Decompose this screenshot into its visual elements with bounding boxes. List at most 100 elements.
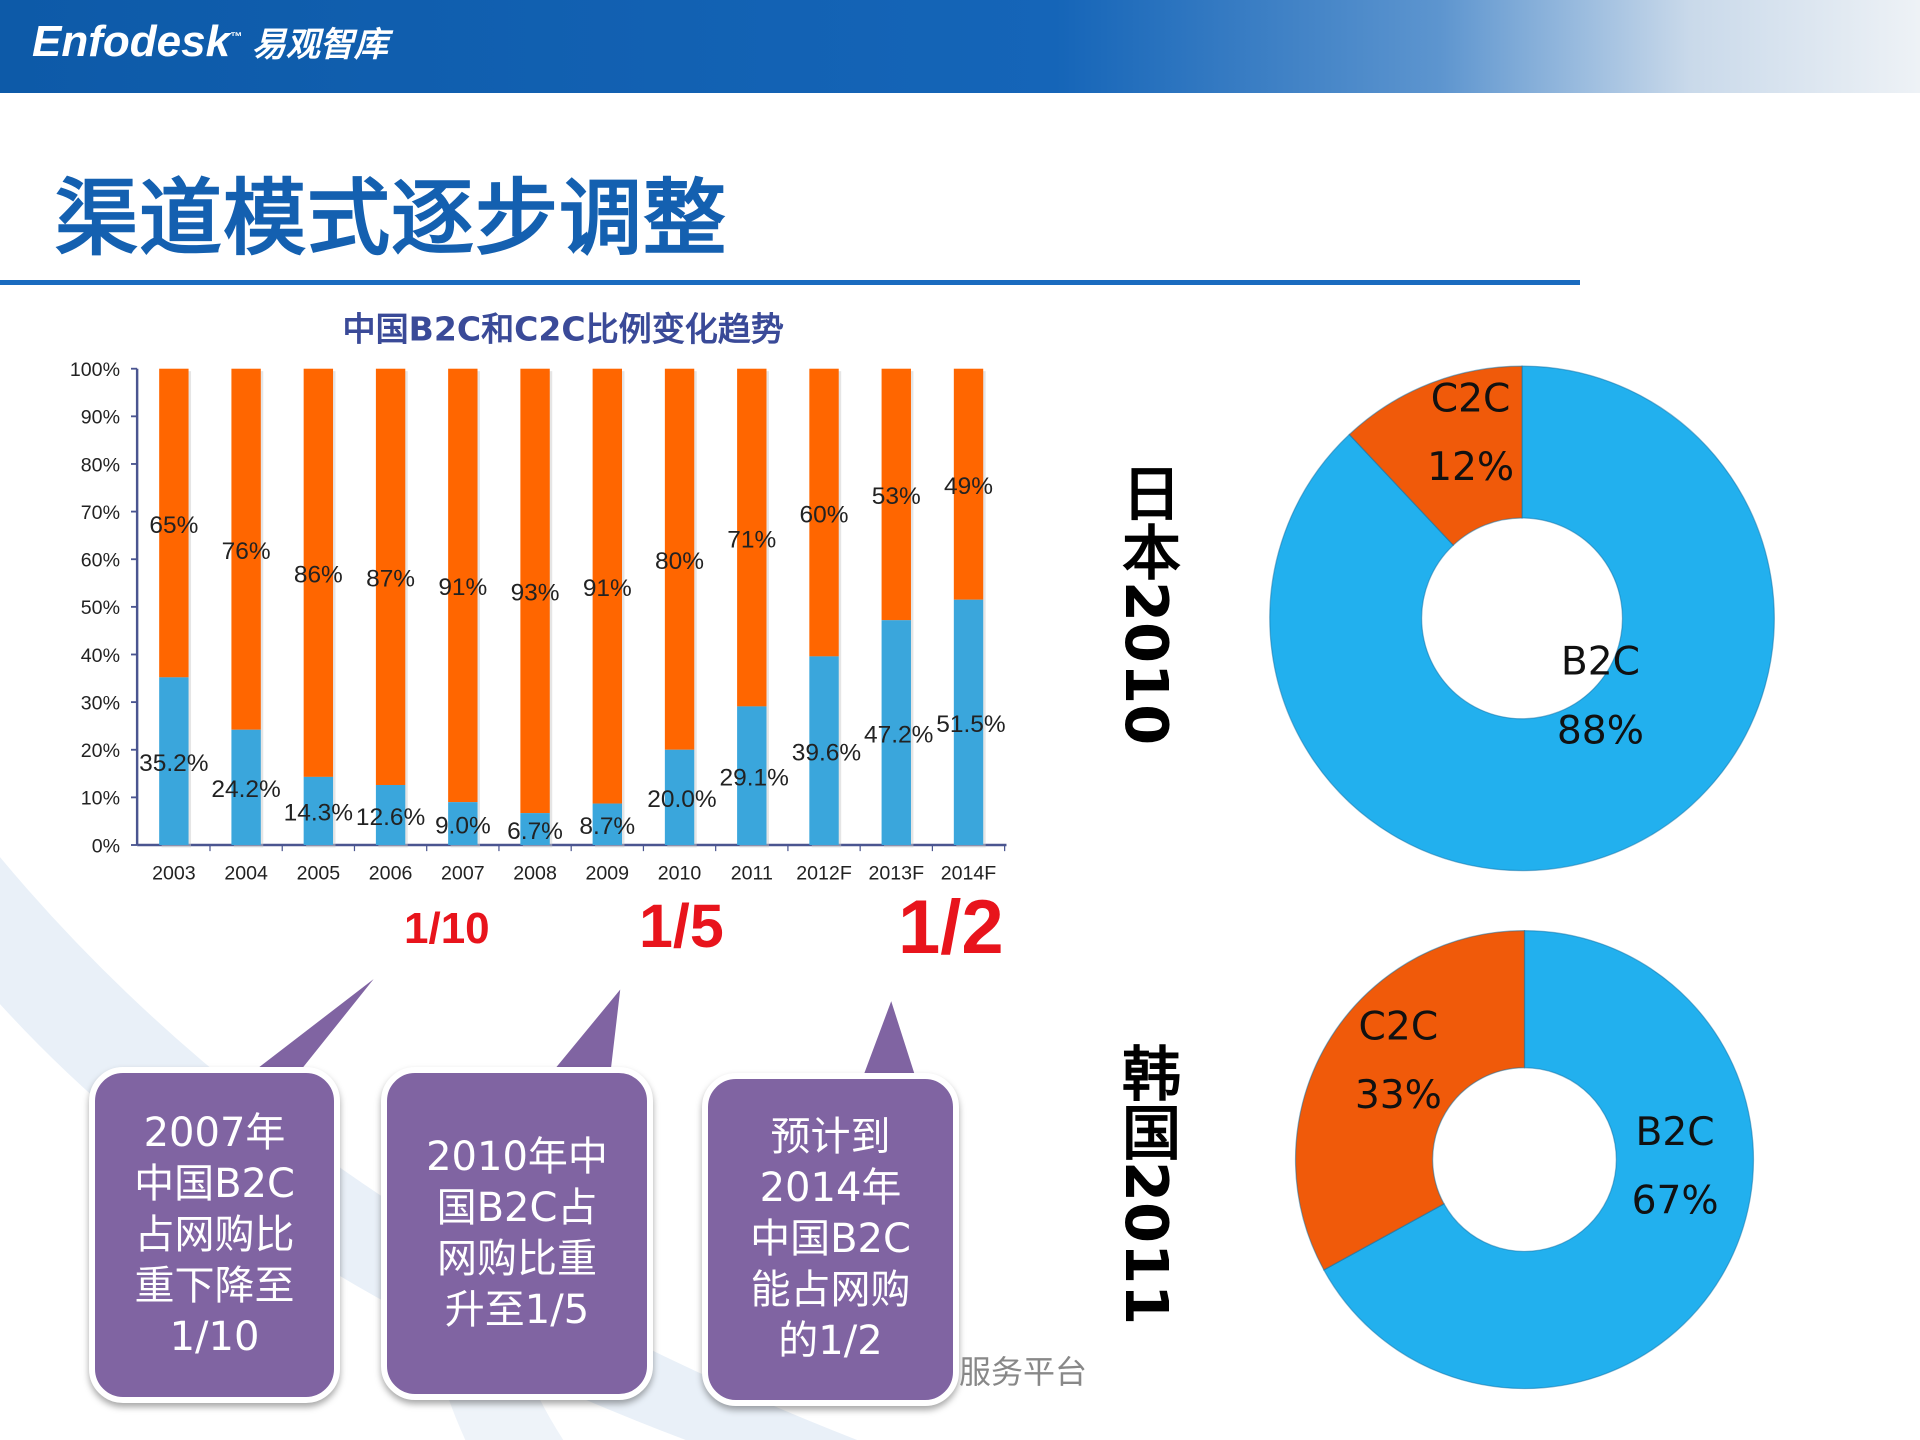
- c2c-data-label: 65%: [149, 512, 198, 539]
- bar-b2c-2012F: [809, 656, 839, 846]
- donut-slice-name: B2C: [1561, 640, 1640, 685]
- donut-slice-value: 12%: [1427, 445, 1514, 490]
- b2c-data-label: 39.6%: [792, 739, 861, 766]
- bar-c2c-2013F: [881, 368, 911, 621]
- c2c-data-label: 91%: [438, 574, 487, 601]
- bar-c2c-2008: [520, 368, 550, 814]
- bar-c2c-2007: [448, 368, 478, 803]
- donut-slice-value: 67%: [1632, 1178, 1719, 1223]
- x-tick-label: 2009: [586, 862, 630, 884]
- callout-2010: 2010年中 国B2C占 网购比重 升至1/5: [381, 1067, 653, 1400]
- x-tick-label: 2006: [369, 862, 413, 884]
- c2c-data-label: 91%: [583, 575, 632, 602]
- c2c-data-label: 71%: [727, 526, 776, 553]
- bar-c2c-2004: [231, 368, 261, 730]
- b2c-data-label: 47.2%: [864, 721, 933, 748]
- bar-b2c-2004: [231, 729, 261, 846]
- b2c-data-label: 51.5%: [936, 711, 1005, 738]
- bar-b2c-2006: [375, 784, 406, 846]
- footer-text: 服务平台: [959, 1353, 1088, 1391]
- title-underline: [0, 280, 1580, 285]
- donut-slice-name: C2C: [1431, 376, 1511, 421]
- bar-b2c-2013F: [881, 620, 911, 846]
- x-tick-label: 2010: [658, 862, 702, 884]
- c2c-data-label: 76%: [222, 538, 271, 565]
- bar-b2c-2014F: [953, 599, 984, 846]
- callout-2007: 2007年 中国B2C 占网购比 重下降至 1/10: [89, 1067, 340, 1403]
- fraction-1-10: 1/10: [404, 904, 490, 953]
- bar-b2c-2010: [664, 749, 695, 846]
- y-tick-label: 30%: [81, 692, 120, 714]
- bar-c2c-2014F: [953, 368, 984, 600]
- chart-title: 中国B2C和C2C比例变化趋势: [343, 310, 784, 349]
- x-tick-label: 2014F: [941, 862, 997, 884]
- korea-2011-label: 韩国2011: [1112, 1043, 1181, 1326]
- y-tick-label: 20%: [81, 740, 120, 762]
- b2c-data-label: 20.0%: [647, 786, 716, 813]
- c2c-data-label: 93%: [511, 580, 560, 607]
- bar-c2c-2005: [303, 368, 334, 777]
- donut-slice-b2c: [1323, 929, 1755, 1390]
- y-tick-label: 40%: [81, 645, 120, 667]
- page-title: 渠道模式逐步调整: [55, 170, 727, 267]
- c2c-data-label: 80%: [655, 548, 704, 575]
- bar-b2c-2007: [448, 802, 478, 846]
- logo: Enfodesk™ 易观智库: [32, 17, 389, 66]
- y-tick-label: 50%: [81, 597, 120, 619]
- c2c-data-label: 87%: [366, 566, 415, 593]
- x-tick-label: 2011: [731, 862, 773, 884]
- donut-slice-name: C2C: [1359, 1005, 1439, 1050]
- donut-slice-value: 88%: [1557, 708, 1644, 753]
- bar-c2c-2010: [664, 368, 695, 750]
- japan-2010-label: 日本2010: [1112, 463, 1181, 746]
- c2c-data-label: 60%: [800, 501, 849, 528]
- y-tick-label: 70%: [81, 502, 120, 524]
- header-banner: Enfodesk™ 易观智库: [0, 0, 1920, 93]
- b2c-data-label: 6.7%: [507, 818, 563, 845]
- x-tick-label: 2005: [297, 862, 341, 884]
- bar-c2c-2011: [737, 368, 767, 707]
- bar-c2c-2006: [375, 368, 406, 785]
- donut-slice-c2c: [1348, 365, 1523, 547]
- b2c-data-label: 12.6%: [356, 804, 425, 831]
- bar-b2c-2003: [159, 677, 189, 846]
- bar-b2c-2011: [737, 706, 767, 846]
- c2c-data-label: 86%: [294, 562, 343, 589]
- y-tick-label: 10%: [81, 788, 120, 810]
- x-tick-label: 2008: [513, 862, 557, 884]
- donut-slice-b2c: [1269, 365, 1775, 872]
- bar-b2c-2005: [303, 776, 334, 846]
- y-tick-label: 0%: [92, 835, 120, 857]
- b2c-data-label: 9.0%: [435, 812, 491, 839]
- x-tick-label: 2004: [224, 862, 268, 884]
- b2c-data-label: 24.2%: [211, 776, 280, 803]
- b2c-data-label: 35.2%: [139, 750, 208, 777]
- b2c-data-label: 8.7%: [579, 813, 635, 840]
- y-tick-label: 100%: [70, 359, 120, 381]
- bar-c2c-2012F: [809, 368, 839, 657]
- b2c-data-label: 14.3%: [284, 800, 353, 827]
- stacked-bar-chart: 中国B2C和C2C比例变化趋势 0% 10% 20% 30% 40% 50% 60% 70% 80…: [70, 310, 1007, 884]
- x-tick-label: 2003: [152, 862, 196, 884]
- b2c-data-label: 29.1%: [720, 764, 789, 791]
- bar-b2c-2008: [520, 813, 550, 846]
- x-tick-label: 2007: [441, 862, 485, 884]
- callout-2014: 预计到 2014年 中国B2C 能占网购 的1/2: [702, 1073, 959, 1406]
- y-tick-label: 80%: [81, 454, 120, 476]
- y-tick-label: 60%: [81, 550, 120, 572]
- c2c-data-label: 53%: [872, 483, 921, 510]
- fraction-1-5: 1/5: [639, 892, 724, 960]
- donut-slice-c2c: [1294, 929, 1526, 1271]
- donut-slice-name: B2C: [1636, 1110, 1715, 1155]
- fraction-1-2: 1/2: [898, 885, 1004, 970]
- c2c-data-label: 49%: [944, 473, 993, 500]
- bar-c2c-2009: [592, 368, 623, 804]
- bar-b2c-2009: [592, 803, 623, 846]
- y-tick-label: 90%: [81, 407, 120, 429]
- x-tick-label: 2012F: [796, 862, 852, 884]
- x-tick-label: 2013F: [869, 862, 925, 884]
- donut-slice-value: 33%: [1355, 1073, 1442, 1118]
- bar-c2c-2003: [159, 368, 189, 678]
